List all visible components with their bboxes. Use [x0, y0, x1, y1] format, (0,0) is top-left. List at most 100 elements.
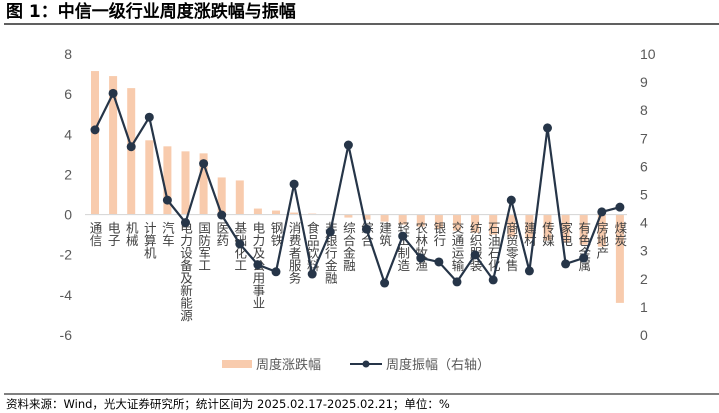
bar-综合金融: [344, 214, 353, 218]
bar-农林牧渔: [416, 214, 425, 227]
point-家电: [561, 259, 571, 269]
bar-通信: [91, 71, 99, 215]
point-建筑: [380, 278, 390, 288]
category-label: 汽车: [160, 221, 175, 248]
left-axis: -6 -4 -2 0 2 4 6 8: [60, 46, 73, 343]
point-商贸零售: [506, 195, 516, 205]
bar-轻工制造: [398, 214, 407, 225]
category-label: 交通运输: [450, 221, 465, 272]
bar-银行: [434, 214, 443, 229]
bar-series: [91, 71, 624, 303]
bar-计算机: [145, 140, 154, 215]
category-label: 房地产: [594, 221, 609, 260]
bar-建材: [525, 214, 534, 239]
point-轻工制造: [398, 231, 408, 241]
point-计算机: [144, 112, 154, 122]
bar-传媒: [543, 214, 552, 241]
legend-bar-swatch: [222, 360, 252, 368]
category-labels: 通信电子机械计算机汽车电力设备及新能源国防军工医药基础化工电力及公用事业钢铁消费…: [88, 221, 628, 322]
left-tick-label: -2: [60, 247, 73, 263]
line-series: [90, 88, 625, 288]
category-label: 电子: [106, 222, 121, 247]
point-房地产: [597, 207, 607, 217]
category-label: 轻工制造: [395, 222, 410, 272]
point-机械: [126, 142, 136, 152]
category-label: 通信: [88, 222, 103, 248]
point-煤炭: [615, 202, 625, 212]
category-label: 电力设备及新能源: [178, 222, 193, 322]
right-tick-label: 5: [640, 187, 648, 203]
point-食品饮料: [307, 269, 317, 279]
point-农林牧渔: [416, 253, 426, 263]
bar-国防军工: [199, 153, 208, 215]
point-通信: [90, 125, 100, 135]
left-tick-label: 8: [64, 46, 72, 62]
bar-钢铁: [272, 210, 280, 215]
point-电子: [108, 88, 118, 98]
right-axis: 0 1 2 3 4 5 6 7 8 9 10: [640, 46, 656, 343]
point-汽车: [162, 195, 172, 205]
left-tick-label: 2: [64, 166, 72, 182]
point-钢铁: [271, 267, 281, 277]
bar-汽车: [163, 146, 172, 215]
category-label: 煤炭: [612, 222, 627, 248]
right-tick-label: 8: [640, 102, 648, 118]
left-tick-label: -6: [60, 327, 73, 343]
left-tick-label: 0: [64, 207, 72, 223]
left-tick-label: 4: [64, 126, 72, 142]
point-纺织服装: [470, 250, 480, 260]
bar-建筑: [380, 214, 389, 222]
left-tick-label: -4: [60, 287, 73, 303]
point-国防军工: [199, 159, 209, 169]
bar-机械: [127, 88, 136, 215]
bar-电力及公用事业: [253, 208, 262, 215]
category-label: 非银行金融: [323, 222, 338, 285]
point-医药: [217, 210, 227, 220]
category-label: 钢铁: [269, 222, 284, 247]
bar-纺织服装: [471, 214, 480, 233]
chart-title: 图 1：中信一级行业周度涨跌幅与振幅: [6, 1, 296, 22]
point-非银行金融: [325, 227, 335, 237]
bar-基础化工: [235, 180, 244, 215]
category-label: 商贸零售: [504, 221, 519, 272]
right-tick-label: 2: [640, 271, 648, 287]
bar-商贸零售: [507, 214, 516, 237]
category-label: 银行: [431, 222, 446, 248]
point-电力及公用事业: [253, 260, 263, 270]
point-石油石化: [488, 275, 498, 285]
right-tick-label: 6: [640, 158, 648, 174]
source-note: 资料来源：Wind，光大证券研究所；统计区间为 2025.02.17-2025.…: [6, 397, 450, 411]
category-label: 传媒: [540, 221, 555, 247]
category-label: 综合金融: [341, 222, 356, 272]
bar-电子: [109, 76, 118, 215]
category-label: 医药: [214, 222, 229, 247]
right-tick-label: 7: [640, 130, 648, 146]
point-建材: [524, 266, 534, 276]
point-基础化工: [235, 239, 245, 249]
bar-石油石化: [489, 214, 498, 235]
category-label: 国防军工: [196, 222, 211, 272]
category-label: 农林牧渔: [413, 222, 428, 272]
right-tick-label: 10: [640, 46, 656, 62]
right-tick-label: 3: [640, 243, 648, 259]
bar-交通运输: [453, 214, 461, 231]
category-label: 石油石化: [486, 222, 501, 272]
point-交通运输: [452, 277, 462, 287]
bar-有色金属: [579, 214, 588, 245]
bar-电力设备及新能源: [181, 151, 190, 215]
bar-医药: [217, 177, 226, 215]
bar-煤炭: [615, 214, 624, 303]
left-tick-label: 6: [64, 86, 72, 102]
bar-家电: [561, 214, 570, 243]
right-tick-label: 1: [640, 299, 648, 315]
category-label: 建筑: [377, 222, 392, 248]
legend: 周度涨跌幅 周度振幅（右轴）: [222, 357, 490, 373]
legend-line-label: 周度振幅（右轴）: [386, 357, 490, 373]
point-综合: [362, 224, 371, 234]
bar-综合: [362, 214, 371, 220]
legend-bar-label: 周度涨跌幅: [256, 357, 321, 373]
category-label: 消费者服务: [287, 222, 302, 284]
legend-line-marker: [362, 360, 370, 368]
right-tick-label: 9: [640, 74, 648, 90]
